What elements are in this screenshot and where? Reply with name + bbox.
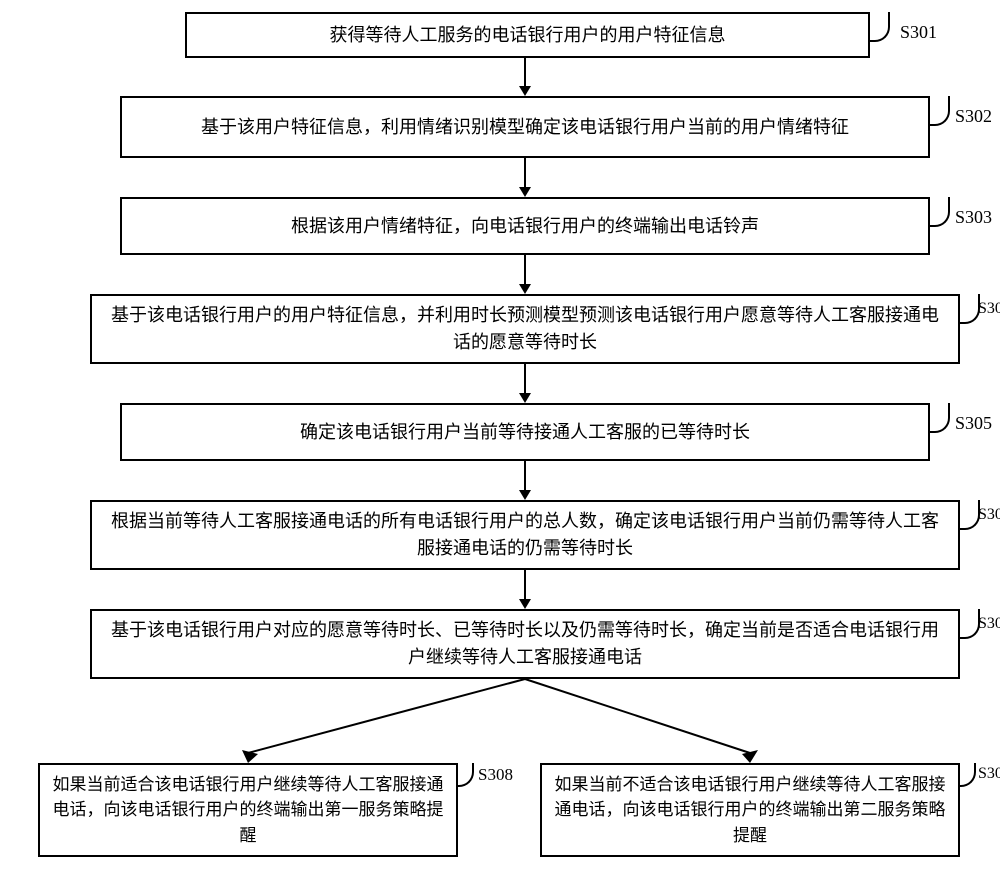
flowchart-node-s304: 基于该电话银行用户的用户特征信息，并利用时长预测模型预测该电话银行用户愿意等待人… [90,294,960,364]
arrow [524,255,526,284]
node-label-s305: S305 [955,413,992,434]
arrow [524,570,526,599]
flowchart-node-s308: 如果当前适合该电话银行用户继续等待人工客服接通电话，向该电话银行用户的终端输出第… [38,763,458,857]
arrow-head-icon [519,490,531,500]
arrow-head-icon [519,284,531,294]
label-curve [930,403,950,433]
arrow [524,461,526,490]
flowchart-node-s307: 基于该电话银行用户对应的愿意等待时长、已等待时长以及仍需等待时长，确定当前是否适… [90,609,960,679]
label-curve [960,294,980,324]
label-curve [930,96,950,126]
arrow-head-icon [519,599,531,609]
node-text: 如果当前适合该电话银行用户继续等待人工客服接通电话，向该电话银行用户的终端输出第… [52,772,444,849]
label-curve [870,12,890,42]
node-label-s301: S301 [900,22,937,43]
label-curve [960,609,980,639]
flowchart-node-s306: 根据当前等待人工客服接通电话的所有电话银行用户的总人数，确定该电话银行用户当前仍… [90,500,960,570]
node-text: 如果当前不适合该电话银行用户继续等待人工客服接通电话，向该电话银行用户的终端输出… [554,772,946,849]
label-curve [960,763,976,787]
node-text: 根据当前等待人工客服接通电话的所有电话银行用户的总人数，确定该电话银行用户当前仍… [104,508,946,562]
node-label-s306: S306 [978,506,1000,524]
arrow-head-icon [519,86,531,96]
node-text: 基于该电话银行用户对应的愿意等待时长、已等待时长以及仍需等待时长，确定当前是否适… [104,617,946,671]
node-label-s307: S307 [978,615,1000,633]
arrow [524,158,526,187]
node-label-s303: S303 [955,207,992,228]
node-label-s308: S308 [478,765,513,785]
flowchart-node-s303: 根据该用户情绪特征，向电话银行用户的终端输出电话铃声 [120,197,930,255]
flowchart-container: 获得等待人工服务的电话银行用户的用户特征信息 S301 基于该用户特征信息，利用… [0,0,1000,882]
flowchart-node-s305: 确定该电话银行用户当前等待接通人工客服的已等待时长 [120,403,930,461]
label-curve [458,763,474,787]
flowchart-node-s309: 如果当前不适合该电话银行用户继续等待人工客服接通电话，向该电话银行用户的终端输出… [540,763,960,857]
label-curve [930,197,950,227]
flowchart-node-s301: 获得等待人工服务的电话银行用户的用户特征信息 [185,12,870,58]
node-label-s309: S309 [978,765,1000,783]
arrow [524,364,526,393]
arrow [524,58,526,86]
node-text: 根据该用户情绪特征，向电话银行用户的终端输出电话铃声 [291,213,759,240]
arrow-head-icon [519,393,531,403]
node-text: 确定该电话银行用户当前等待接通人工客服的已等待时长 [300,419,750,446]
flowchart-node-s302: 基于该用户特征信息，利用情绪识别模型确定该电话银行用户当前的用户情绪特征 [120,96,930,158]
node-label-s304: S304 [978,300,1000,318]
node-text: 基于该电话银行用户的用户特征信息，并利用时长预测模型预测该电话银行用户愿意等待人… [104,302,946,356]
label-curve [960,500,980,530]
node-text: 获得等待人工服务的电话银行用户的用户特征信息 [330,22,726,49]
arrow-head-icon [519,187,531,197]
node-text: 基于该用户特征信息，利用情绪识别模型确定该电话银行用户当前的用户情绪特征 [201,114,849,141]
node-label-s302: S302 [955,106,992,127]
